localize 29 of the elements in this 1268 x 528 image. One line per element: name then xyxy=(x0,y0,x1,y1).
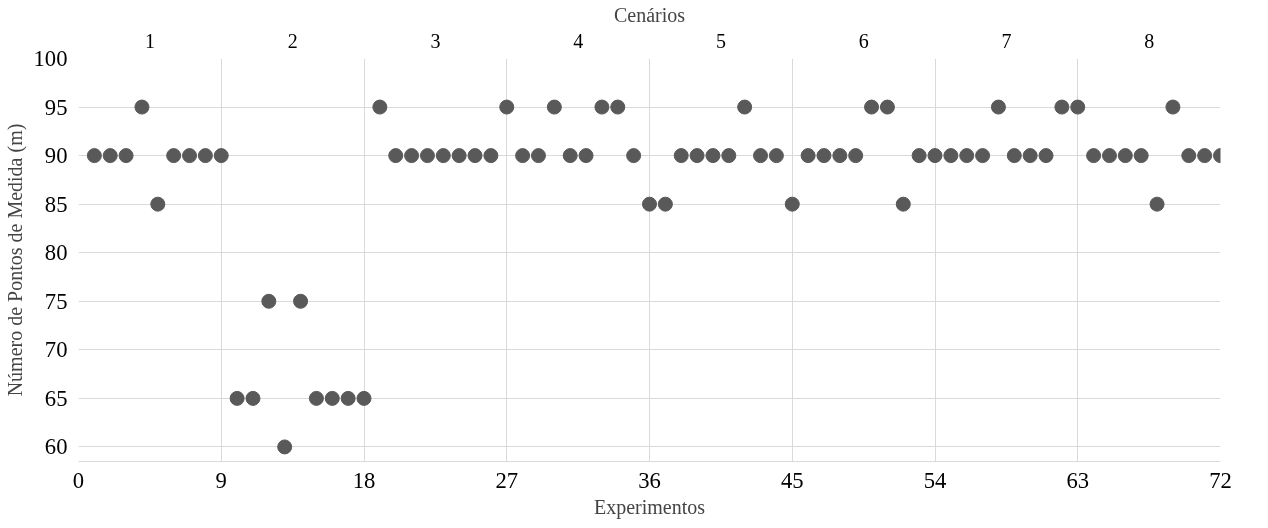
y-tick-label: 65 xyxy=(44,385,68,411)
x-axis-title: Experimentos xyxy=(593,495,706,519)
x2-tick-label: 2 xyxy=(287,29,298,52)
y-axis-title: Número de Pontos de Medida (m) xyxy=(3,123,27,397)
x2-tick-label: 6 xyxy=(858,29,869,52)
x2-tick-label: 3 xyxy=(430,29,441,52)
y-tick-label: 75 xyxy=(44,288,68,314)
y-tick-label: 85 xyxy=(44,191,68,217)
x-tick-label: 63 xyxy=(1066,467,1090,493)
x-tick-label: 27 xyxy=(495,467,519,493)
y-tick-label: 70 xyxy=(44,337,68,363)
x-tick-label: 36 xyxy=(638,467,661,493)
x2-tick-label: 7 xyxy=(1001,29,1012,52)
x-tick-label: 54 xyxy=(923,467,947,493)
y-tick-label: 80 xyxy=(44,240,68,266)
x2-tick-label: 8 xyxy=(1144,29,1155,52)
y-tick-label: 100 xyxy=(33,46,68,71)
x-tick-label: 18 xyxy=(352,467,376,493)
y-tick-label: 95 xyxy=(44,94,68,120)
x-tick-label: 45 xyxy=(780,467,804,493)
x-tick-label: 0 xyxy=(72,467,85,493)
x2-tick-label: 4 xyxy=(573,29,584,52)
x2-axis-title: Cenários xyxy=(613,3,686,26)
y-tick-label: 60 xyxy=(44,434,68,460)
y-tick-label: 90 xyxy=(44,143,68,169)
x2-tick-label: 5 xyxy=(715,29,726,52)
x-tick-label: 9 xyxy=(215,467,227,493)
x-tick-label: 72 xyxy=(1209,467,1232,493)
x2-tick-label: 1 xyxy=(144,29,155,52)
